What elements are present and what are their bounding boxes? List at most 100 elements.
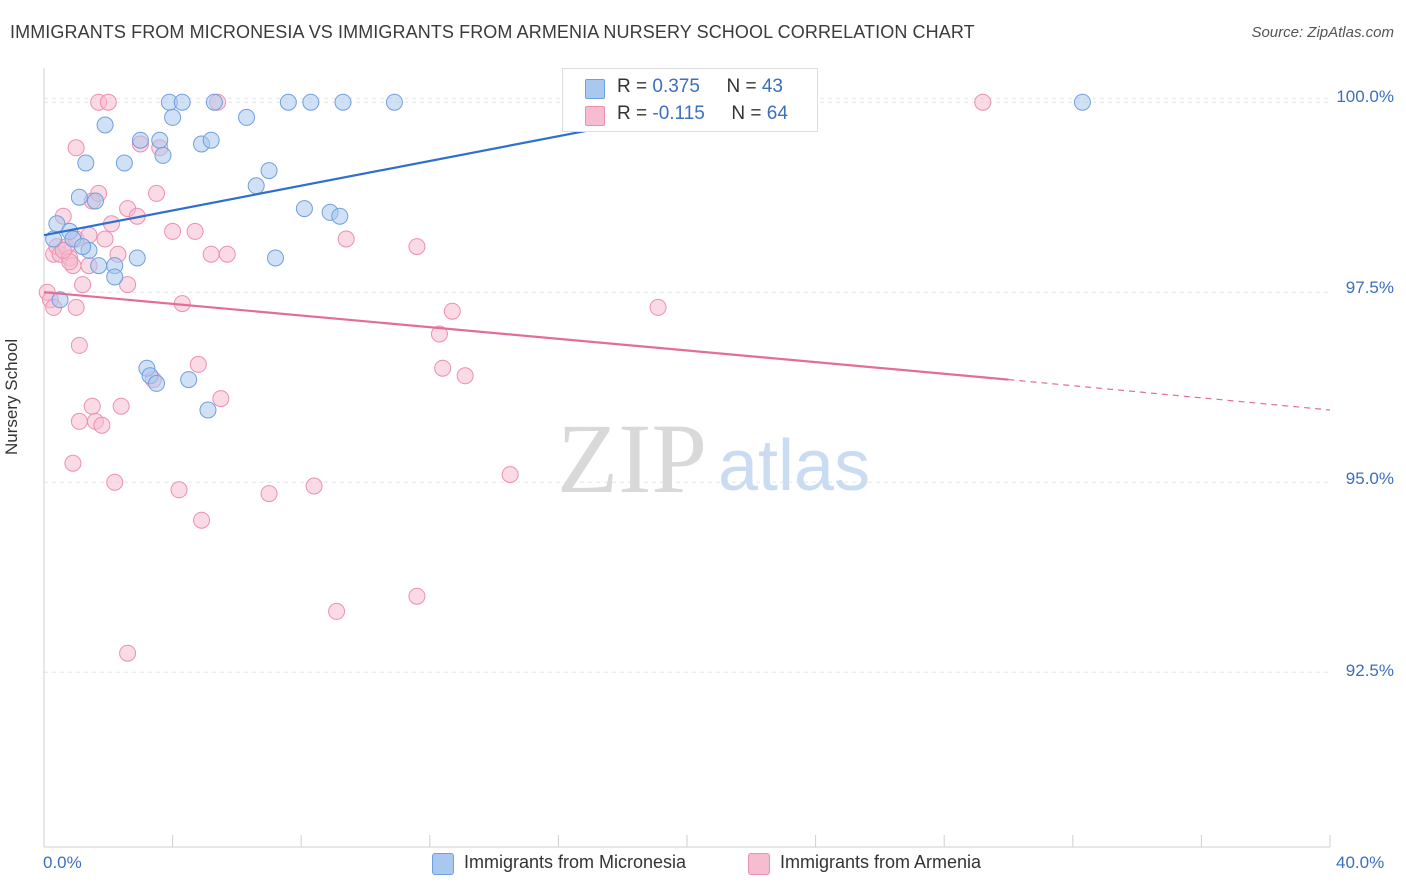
n-label: N = (726, 76, 762, 97)
data-point (151, 131, 169, 149)
data-point (112, 397, 130, 415)
data-point (302, 93, 320, 111)
data-point (260, 485, 278, 503)
data-point (205, 93, 223, 111)
data-point (106, 473, 124, 491)
data-point (96, 230, 114, 248)
data-point (238, 108, 256, 126)
data-point (90, 257, 108, 275)
r-label: R = (617, 103, 653, 124)
data-point (115, 154, 133, 172)
r-value: 0.375 (652, 76, 700, 97)
n-label: N = (731, 103, 767, 124)
data-point (501, 466, 519, 484)
y-tick-label: 95.0% (1345, 469, 1394, 488)
data-point (170, 481, 188, 499)
data-point (202, 245, 220, 263)
n-value: 64 (766, 103, 788, 124)
chart-title: IMMIGRANTS FROM MICRONESIA VS IMMIGRANTS… (10, 22, 975, 42)
data-point (74, 238, 92, 256)
stats-box: R = 0.375 N = 43 R = -0.115 N = 64 (562, 68, 818, 132)
r-label: R = (617, 76, 653, 97)
source-label: Source: ZipAtlas.com (1251, 24, 1394, 41)
data-point (106, 268, 124, 286)
data-point (430, 325, 448, 343)
data-point (164, 108, 182, 126)
data-point (70, 412, 88, 430)
data-point (67, 298, 85, 316)
data-point (434, 359, 452, 377)
legend-label: Immigrants from Armenia (780, 852, 982, 872)
blue-swatch-icon (585, 79, 605, 99)
data-point (218, 245, 236, 263)
data-point (974, 93, 992, 111)
data-point (456, 367, 474, 385)
data-point (279, 93, 297, 111)
y-tick-label: 92.5% (1345, 661, 1394, 680)
data-point (83, 397, 101, 415)
trend-line-armenia-extension (1008, 379, 1331, 411)
data-point (199, 401, 217, 419)
data-point (408, 587, 426, 605)
data-point (148, 374, 166, 392)
data-point (119, 644, 137, 662)
data-point (266, 249, 284, 267)
trend-lines (43, 101, 1331, 411)
micronesia-points (45, 93, 1091, 419)
n-value: 43 (761, 76, 783, 97)
data-point (186, 222, 204, 240)
data-point (51, 291, 69, 309)
data-point (331, 207, 349, 225)
data-point (164, 222, 182, 240)
data-point (337, 230, 355, 248)
watermark-atlas: atlas (718, 426, 870, 506)
data-point (70, 336, 88, 354)
legend-pink-swatch-icon (748, 853, 770, 875)
data-point (93, 416, 111, 434)
data-point (295, 200, 313, 218)
data-point (180, 371, 198, 389)
data-point (131, 131, 149, 149)
data-point (154, 146, 172, 164)
data-point (408, 238, 426, 256)
y-axis-label: Nursery School (2, 338, 21, 455)
data-point (305, 477, 323, 495)
data-point (193, 511, 211, 529)
watermark: ZIP atlas (557, 403, 870, 514)
data-point (443, 302, 461, 320)
data-point (385, 93, 403, 111)
data-point (67, 139, 85, 157)
data-point (70, 188, 88, 206)
data-point (99, 93, 117, 111)
data-point (128, 249, 146, 267)
data-point (1073, 93, 1091, 111)
trend-line-armenia (43, 291, 1009, 381)
data-point (86, 192, 104, 210)
data-point (74, 276, 92, 294)
data-point (64, 454, 82, 472)
data-point (96, 116, 114, 134)
data-point (334, 93, 352, 111)
pink-swatch-icon (585, 106, 605, 126)
data-point (260, 162, 278, 180)
data-point (649, 298, 667, 316)
data-point (54, 241, 72, 259)
data-point (202, 131, 220, 149)
x-tick-label-min: 0.0% (43, 853, 82, 872)
x-tick-label-max: 40.0% (1336, 853, 1385, 872)
y-tick-label: 100.0% (1336, 87, 1394, 106)
data-point (212, 390, 230, 408)
data-point (173, 93, 191, 111)
data-point (119, 276, 137, 294)
watermark-zip: ZIP (557, 403, 707, 514)
axes (43, 68, 1331, 848)
r-value: -0.115 (652, 103, 705, 124)
legend-label: Immigrants from Micronesia (464, 852, 687, 872)
gridlines (44, 97, 1330, 673)
data-point (148, 184, 166, 202)
data-point (189, 355, 207, 373)
y-tick-label: 97.5% (1345, 278, 1394, 297)
data-point (328, 602, 346, 620)
data-point (247, 177, 265, 195)
